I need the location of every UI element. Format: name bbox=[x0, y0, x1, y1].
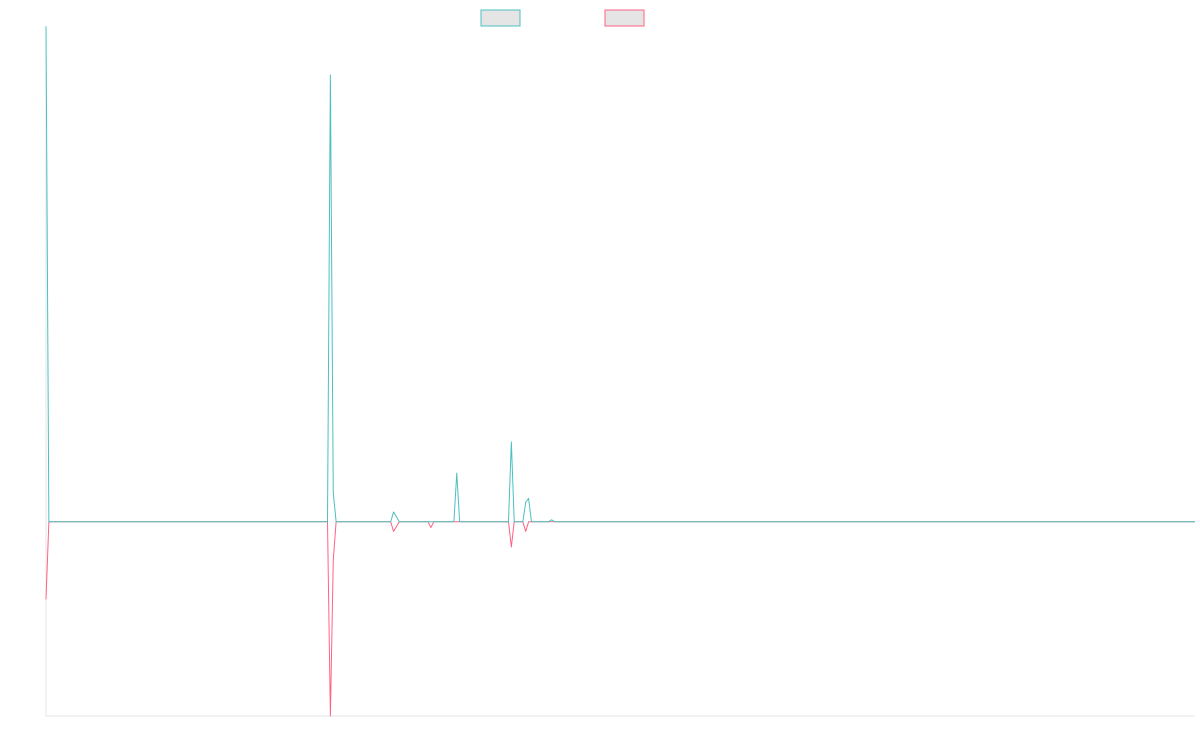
legend-item-1[interactable] bbox=[480, 9, 521, 27]
series-line-2 bbox=[45, 521, 1195, 717]
series-line-1 bbox=[45, 26, 1195, 523]
legend-swatch-1[interactable] bbox=[480, 9, 521, 27]
legend-swatch-2[interactable] bbox=[604, 9, 645, 27]
legend-item-2[interactable] bbox=[604, 9, 645, 27]
